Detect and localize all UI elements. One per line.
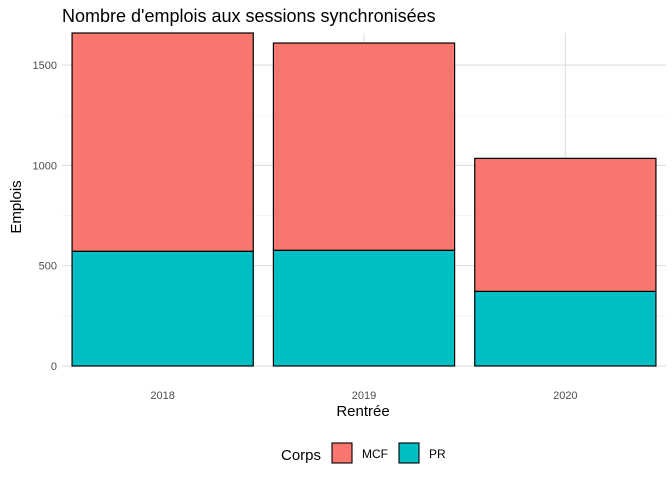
- bar-mcf-2019: [272, 42, 456, 251]
- chart-title: Nombre d'emplois aux sessions synchronis…: [62, 6, 436, 26]
- bars: [71, 32, 657, 367]
- x-tick-label: 2018: [150, 390, 174, 402]
- legend-key-pr: [398, 442, 420, 464]
- y-axis-ticks: 0 500 1000 1500: [33, 60, 57, 373]
- x-axis-title: Rentrée: [336, 403, 389, 420]
- legend-label-mcf: MCF: [362, 447, 388, 461]
- legend-key-mcf: [331, 442, 353, 464]
- bar-mcf-2018: [71, 32, 254, 252]
- y-tick-label: 1500: [33, 60, 57, 72]
- bar-pr-2018: [71, 250, 254, 367]
- y-tick-label: 500: [39, 261, 57, 273]
- legend: Corps MCF PR: [281, 442, 446, 464]
- x-tick-label: 2019: [352, 390, 376, 402]
- bar-pr-2020: [474, 290, 657, 367]
- x-tick-label: 2020: [553, 390, 577, 402]
- legend-title: Corps: [281, 447, 321, 464]
- y-tick-label: 0: [51, 361, 57, 373]
- bar-pr-2019: [272, 249, 456, 367]
- y-tick-label: 1000: [33, 160, 57, 172]
- x-axis-ticks: 2018 2019 2020: [150, 390, 577, 402]
- y-axis-title: Emplois: [8, 180, 25, 233]
- legend-label-pr: PR: [429, 447, 446, 461]
- bar-mcf-2020: [474, 157, 657, 292]
